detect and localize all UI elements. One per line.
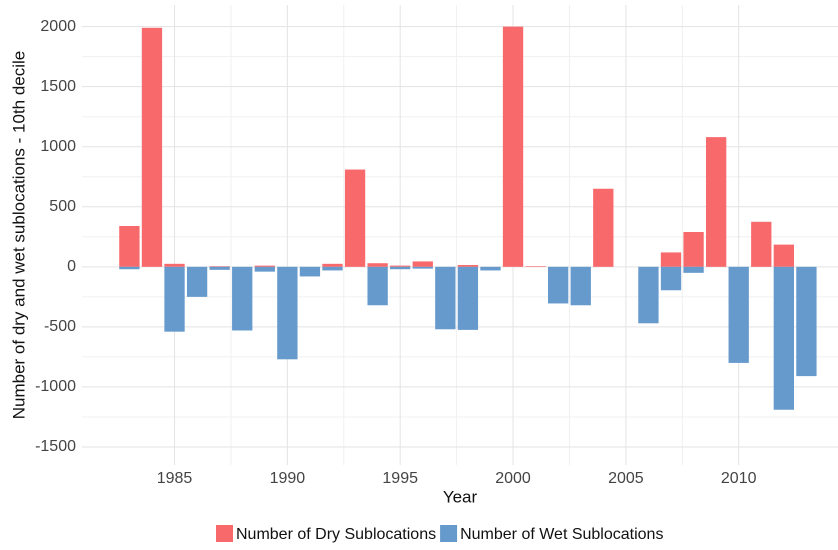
y-tick-label: 500 (49, 198, 76, 215)
bar (186, 266, 208, 297)
bar (435, 266, 456, 330)
bar (480, 266, 501, 271)
y-tick-label: 1500 (40, 78, 76, 95)
bar (299, 266, 321, 277)
bar (457, 266, 479, 330)
bar (390, 265, 411, 267)
bar (119, 225, 140, 267)
bar (796, 266, 817, 377)
bar (773, 244, 794, 267)
y-tick-label: 1000 (40, 138, 76, 155)
bar (683, 231, 704, 267)
legend-swatch (440, 525, 458, 542)
bar (367, 263, 388, 267)
bar (412, 261, 433, 267)
y-tick-label: -1500 (35, 438, 76, 455)
bar (525, 266, 546, 267)
bar (254, 265, 275, 267)
bar (344, 169, 366, 267)
bar (773, 266, 794, 410)
bar (209, 266, 230, 267)
bar (457, 265, 479, 267)
legend-label: Number of Dry Sublocations (236, 526, 436, 543)
y-axis-title: Number of dry and wet sublocations - 10t… (9, 51, 28, 420)
bar (367, 266, 388, 306)
bar (254, 266, 275, 272)
bar (412, 266, 433, 269)
legend-swatch (216, 525, 233, 542)
y-tick-label: -500 (44, 318, 76, 335)
bar (593, 188, 614, 267)
bar (548, 266, 569, 304)
bar (322, 263, 343, 267)
x-tick-label: 1990 (270, 470, 306, 487)
bar (705, 137, 727, 267)
bar (570, 266, 591, 306)
x-tick-label: 2000 (495, 470, 531, 487)
bar (502, 26, 524, 267)
bar (638, 266, 659, 324)
bar (232, 266, 253, 331)
bar (660, 252, 682, 267)
y-tick-label: 0 (67, 258, 76, 275)
bar (390, 266, 411, 270)
bar (322, 266, 343, 271)
bar (164, 266, 185, 332)
x-tick-label: 1985 (157, 470, 193, 487)
bar (277, 266, 298, 360)
x-tick-label: 2005 (608, 470, 644, 487)
x-tick-label: 1995 (382, 470, 418, 487)
bar (164, 263, 185, 267)
bar (119, 266, 140, 270)
bar (751, 221, 772, 267)
legend-label: Number of Wet Sublocations (460, 526, 663, 543)
bar (683, 266, 704, 273)
bar (660, 266, 682, 291)
bar (728, 266, 749, 363)
y-tick-label: -1000 (35, 378, 76, 395)
bar (141, 27, 163, 267)
x-axis-title: Year (443, 487, 478, 506)
x-tick-label: 2010 (721, 470, 757, 487)
bar (209, 266, 230, 270)
y-tick-label: 2000 (40, 18, 76, 35)
